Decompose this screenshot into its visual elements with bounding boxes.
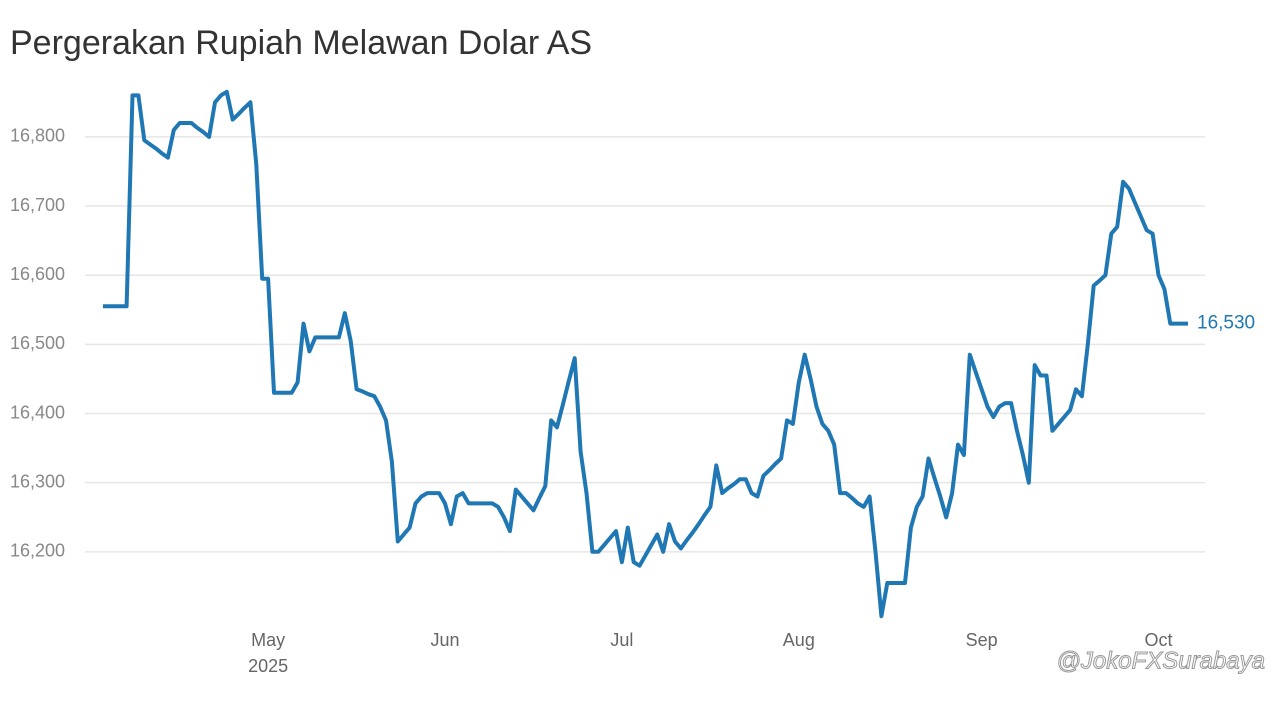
y-tick-label: 16,300 xyxy=(10,471,65,491)
x-tick-label: Aug xyxy=(783,630,815,650)
y-tick-label: 16,500 xyxy=(10,333,65,353)
y-tick-label: 16,700 xyxy=(10,195,65,215)
x-tick-label: Oct xyxy=(1145,630,1173,650)
x-tick-label: May xyxy=(251,630,285,650)
chart-title: Pergerakan Rupiah Melawan Dolar AS xyxy=(10,24,592,62)
y-tick-label: 16,800 xyxy=(10,126,65,146)
y-tick-label: 16,600 xyxy=(10,264,65,284)
y-tick-label: 16,400 xyxy=(10,402,65,422)
price-line xyxy=(103,89,1188,619)
value-label: 16,530 xyxy=(1197,313,1255,334)
x-tick-label: Jun xyxy=(430,630,459,650)
y-tick-label: 16,200 xyxy=(10,541,65,561)
watermark: @JokoFXSurabaya xyxy=(1057,647,1265,674)
x-year-label: 2025 xyxy=(248,656,288,676)
x-tick-label: Sep xyxy=(966,630,998,650)
x-tick-label: Jul xyxy=(610,630,633,650)
